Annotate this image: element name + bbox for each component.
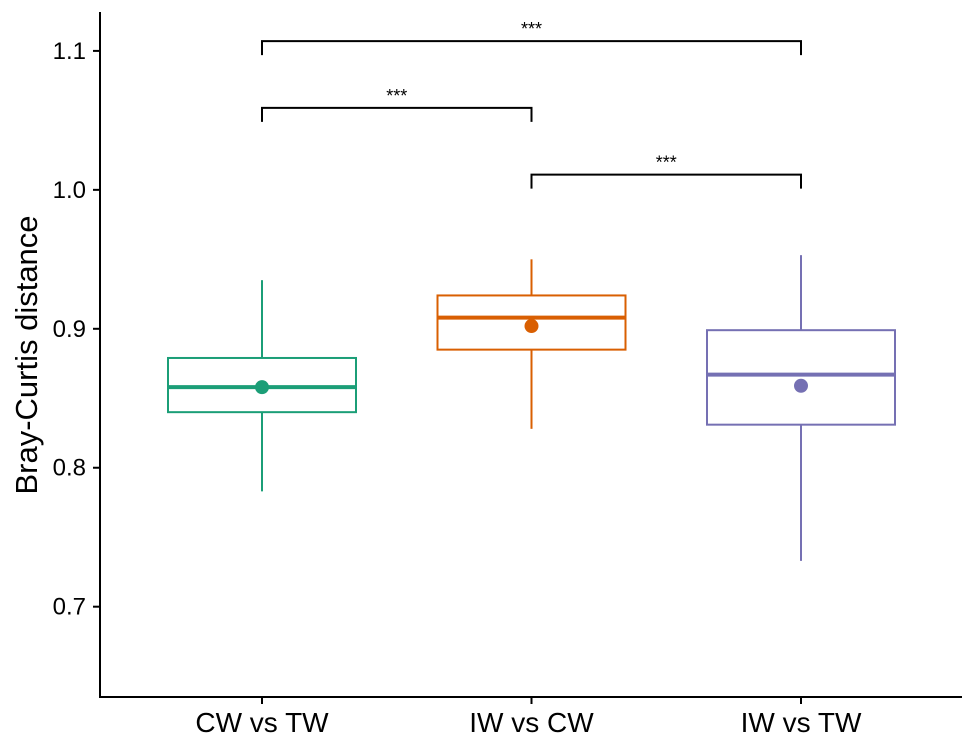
x-ticks: CW vs TW IW vs CW IW vs TW [195,697,862,738]
significance-brackets: *** *** *** [261,19,802,189]
significance-bracket: *** [261,86,533,122]
y-ticks: 0.7 0.8 0.9 1.0 1.1 [53,38,100,621]
y-tick-label: 0.7 [53,594,86,621]
mean-point [255,380,269,395]
y-tick-label: 1.1 [53,38,86,65]
y-tick-label: 0.9 [53,316,86,343]
box-group [436,259,627,429]
x-tick-label: IW vs CW [469,707,594,738]
bracket-line [261,40,802,56]
y-axis-title: Bray-Curtis distance [9,215,44,494]
x-tick-label: IW vs TW [741,707,862,738]
significance-label: *** [656,153,677,173]
box-group [706,255,896,561]
box [706,329,896,426]
mean-point [524,319,539,334]
significance-label: *** [521,19,542,39]
box [436,294,627,351]
bracket-line [261,106,533,122]
y-tick-label: 0.8 [53,455,86,482]
box [167,356,357,414]
y-tick-label: 1.0 [53,177,86,204]
significance-label: *** [386,86,407,106]
mean-point [794,378,808,393]
box-group [167,280,357,492]
bracket-line [530,173,802,189]
x-tick-label: CW vs TW [195,707,329,738]
boxes [167,255,896,561]
significance-bracket: *** [530,153,802,189]
significance-bracket: *** [261,19,802,56]
